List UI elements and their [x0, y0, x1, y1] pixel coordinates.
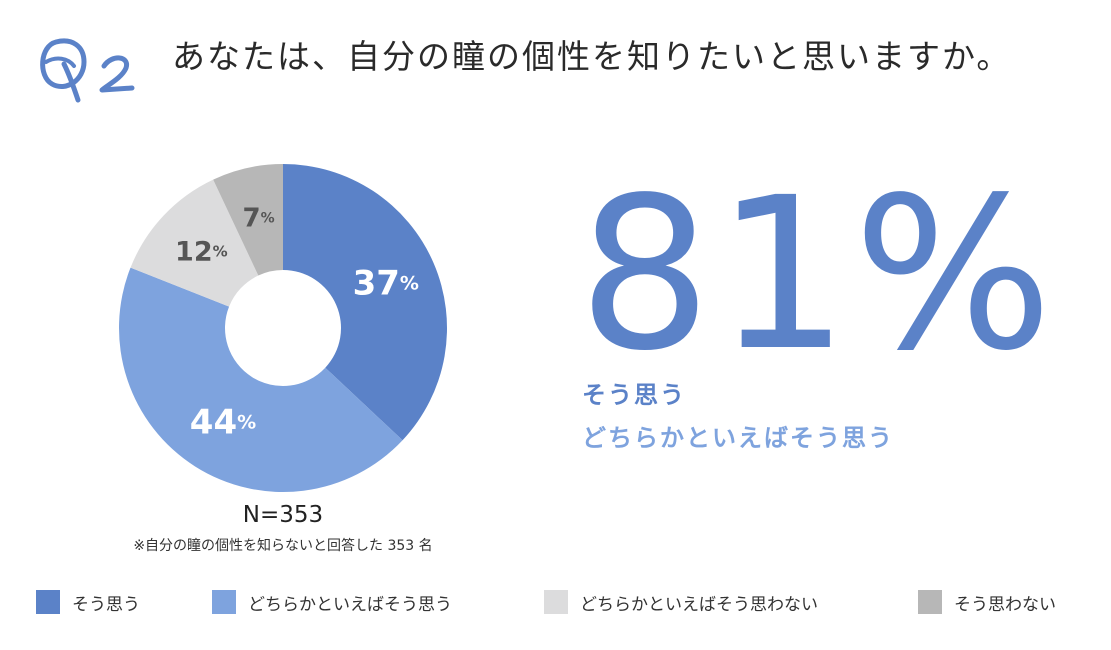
- pie-slice-somewhat-agree: [119, 267, 403, 492]
- legend-label: そう思う: [72, 594, 140, 615]
- donut-chart: 37% 44% 12% 7%: [119, 164, 447, 492]
- legend-label: そう思わない: [954, 594, 1056, 615]
- summary-percentage: 81%: [578, 152, 1057, 397]
- pie-slice-disagree: [213, 164, 283, 276]
- legend-item-agree: そう思う: [36, 588, 140, 616]
- page-title: あなたは、自分の瞳の個性を知りたいと思いますか。: [172, 37, 1012, 76]
- slice-label-somewhat-agree: 44%: [190, 403, 256, 443]
- legend-swatch: [212, 590, 236, 614]
- legend-label: どちらかといえばそう思わない: [580, 594, 818, 615]
- summary-label-agree: そう思う: [582, 381, 686, 409]
- sample-size: N=353: [242, 502, 324, 528]
- legend-item-somewhat-agree: どちらかといえばそう思う: [212, 588, 452, 616]
- legend-swatch: [36, 590, 60, 614]
- legend: そう思う どちらかといえばそう思う どちらかといえばそう思わない そう思わない: [36, 588, 1096, 616]
- summary-label-somewhat-agree: どちらかといえばそう思う: [582, 424, 894, 452]
- legend-swatch: [544, 590, 568, 614]
- legend-item-disagree: そう思わない: [918, 588, 1056, 616]
- slice-label-somewhat-disagree: 12%: [175, 236, 228, 267]
- legend-label: どちらかといえばそう思う: [248, 594, 452, 615]
- legend-item-somewhat-disagree: どちらかといえばそう思わない: [544, 588, 818, 616]
- sample-note: ※自分の瞳の個性を知らないと回答した 353 名: [133, 538, 433, 554]
- legend-swatch: [918, 590, 942, 614]
- slice-label-disagree: 7%: [243, 204, 275, 234]
- slice-label-agree: 37%: [353, 264, 419, 304]
- pie-slice-somewhat-disagree: [130, 179, 259, 307]
- q2-badge: [40, 38, 135, 103]
- pie-slice-agree: [283, 164, 447, 441]
